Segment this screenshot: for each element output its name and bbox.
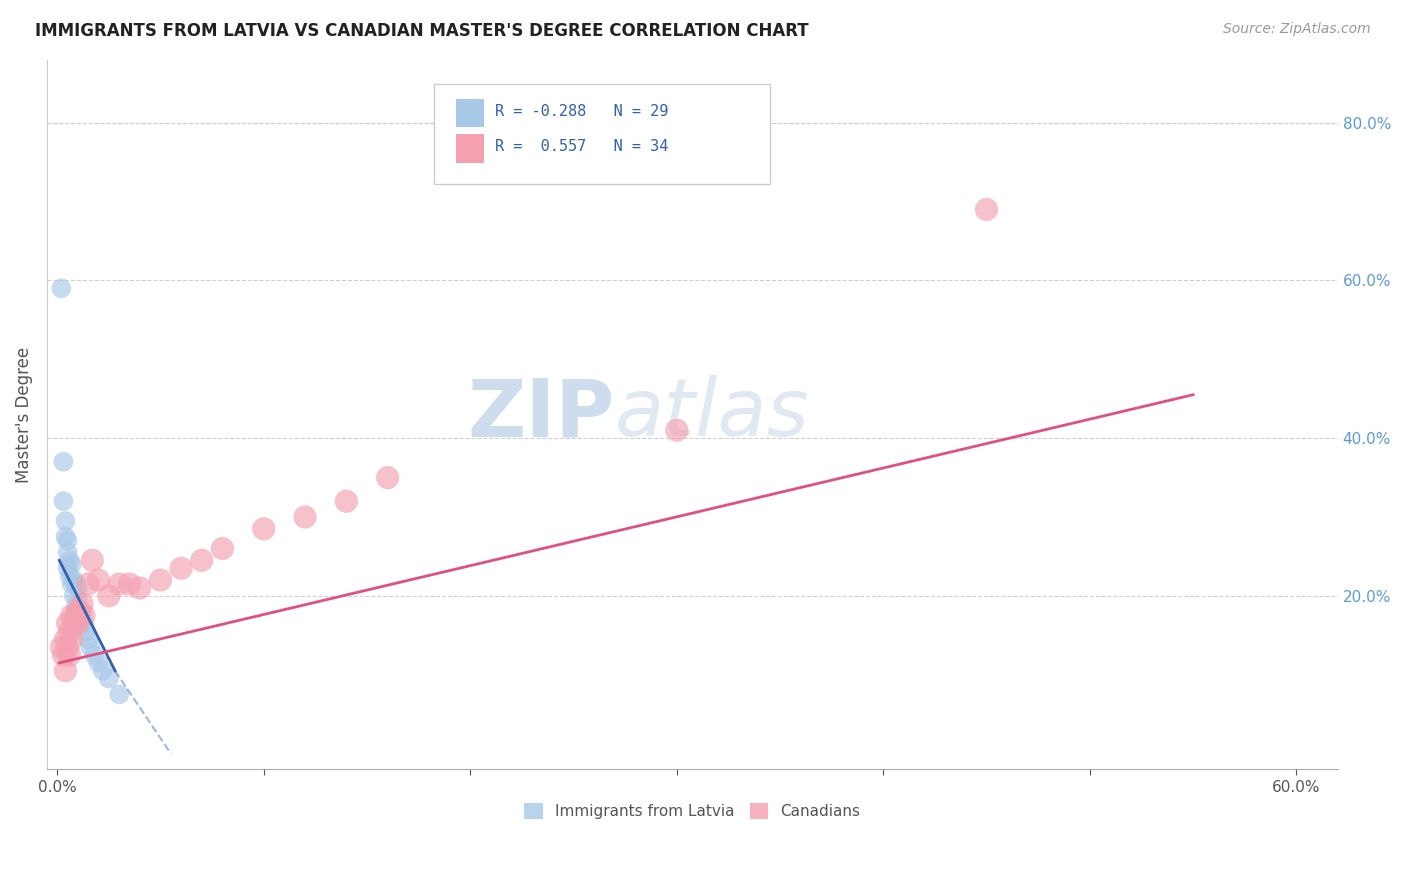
Point	[56, 533, 79, 548]
Point	[52, 648, 75, 662]
Point	[211, 541, 233, 556]
Point	[62, 616, 84, 631]
Point	[55, 514, 77, 528]
Point	[976, 202, 998, 217]
Point	[66, 616, 89, 631]
Point	[294, 510, 316, 524]
Point	[87, 656, 110, 670]
Point	[108, 687, 131, 701]
FancyBboxPatch shape	[434, 85, 769, 184]
Legend: Immigrants from Latvia, Canadians: Immigrants from Latvia, Canadians	[519, 797, 866, 825]
Point	[56, 616, 79, 631]
Y-axis label: Master's Degree: Master's Degree	[15, 346, 32, 483]
Point	[60, 632, 83, 647]
Text: IMMIGRANTS FROM LATVIA VS CANADIAN MASTER'S DEGREE CORRELATION CHART: IMMIGRANTS FROM LATVIA VS CANADIAN MASTE…	[35, 22, 808, 40]
Text: R = -0.288   N = 29: R = -0.288 N = 29	[495, 103, 668, 119]
Point	[170, 561, 193, 575]
Point	[83, 648, 105, 662]
Point	[55, 530, 77, 544]
Point	[65, 600, 87, 615]
Point	[70, 608, 93, 623]
Point	[77, 632, 100, 647]
Point	[60, 608, 83, 623]
Point	[665, 423, 688, 437]
Point	[253, 522, 276, 536]
Point	[108, 577, 131, 591]
Point	[56, 545, 79, 559]
Text: atlas: atlas	[614, 376, 810, 453]
Point	[60, 577, 83, 591]
Point	[55, 632, 77, 647]
Point	[66, 592, 89, 607]
FancyBboxPatch shape	[456, 134, 485, 162]
Point	[87, 573, 110, 587]
Point	[97, 672, 120, 686]
Point	[56, 561, 79, 575]
Point	[60, 558, 83, 572]
Point	[73, 608, 96, 623]
Point	[97, 589, 120, 603]
Point	[59, 553, 82, 567]
Text: Source: ZipAtlas.com: Source: ZipAtlas.com	[1223, 22, 1371, 37]
Point	[79, 640, 101, 654]
Point	[191, 553, 214, 567]
Point	[52, 494, 75, 508]
Point	[52, 455, 75, 469]
Point	[65, 577, 87, 591]
Point	[77, 577, 100, 591]
Point	[69, 605, 91, 619]
Point	[149, 573, 172, 587]
Point	[59, 624, 82, 639]
Point	[66, 605, 89, 619]
Point	[51, 281, 73, 295]
Text: ZIP: ZIP	[468, 376, 614, 453]
Point	[73, 616, 96, 631]
Point	[75, 624, 97, 639]
Point	[69, 605, 91, 619]
Point	[51, 640, 73, 654]
Point	[59, 648, 82, 662]
Point	[62, 573, 84, 587]
Point	[59, 569, 82, 583]
Point	[128, 581, 150, 595]
Point	[66, 581, 89, 595]
Point	[70, 597, 93, 611]
Text: R =  0.557   N = 34: R = 0.557 N = 34	[495, 139, 668, 154]
Point	[118, 577, 141, 591]
Point	[335, 494, 357, 508]
Point	[82, 553, 104, 567]
Point	[55, 664, 77, 678]
Point	[91, 664, 114, 678]
Point	[65, 608, 87, 623]
Point	[377, 470, 399, 484]
FancyBboxPatch shape	[456, 99, 485, 127]
Point	[56, 640, 79, 654]
Point	[62, 589, 84, 603]
